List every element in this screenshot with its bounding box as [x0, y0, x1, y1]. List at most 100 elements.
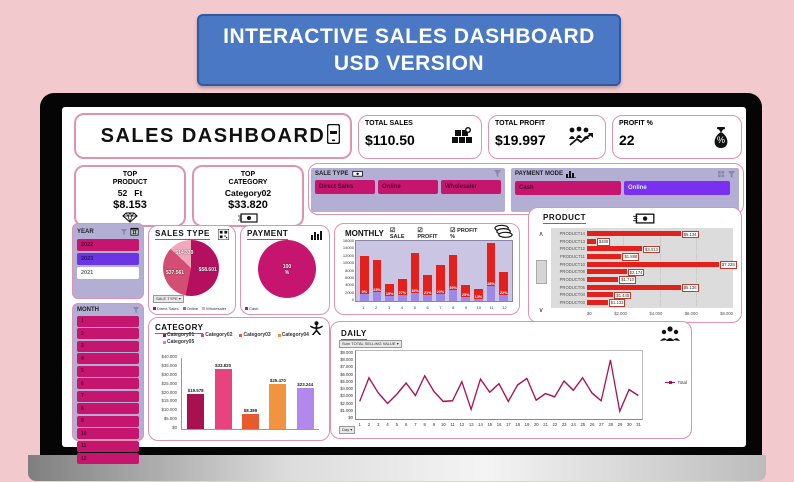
profit-bar: [398, 294, 407, 301]
daily-field-button[interactable]: Sum TOTAL SELLING VALUE: [339, 340, 402, 348]
x-axis-tick-label: 4: [400, 305, 404, 310]
kpi-profit-pct-label: PROFIT %: [619, 120, 653, 127]
x-axis-tick-label: 25: [580, 422, 586, 427]
team-growth-icon: [569, 126, 593, 146]
y-axis-tick-label: $4.000: [340, 386, 353, 392]
slicer-button[interactable]: 2023: [77, 253, 139, 265]
slicer-button[interactable]: Online: [378, 180, 438, 194]
slicer-button[interactable]: 2021: [77, 267, 139, 279]
money-bag-icon: %: [714, 127, 728, 148]
slicer-button[interactable]: 11: [77, 440, 139, 452]
daily-legend-label: Total: [677, 380, 687, 385]
category-value-label: $23.244: [297, 381, 314, 387]
x-axis-tick-label: 6: [426, 305, 429, 310]
multi-select-icon[interactable]: [718, 170, 725, 178]
scroll-up-icon[interactable]: ∧: [538, 231, 544, 238]
banknote-icon: [352, 170, 364, 177]
slicer-button[interactable]: 6: [77, 378, 139, 389]
legend-label: Category05: [167, 339, 195, 345]
legend-item: Category02: [201, 332, 232, 338]
legend-dot-icon: [153, 307, 156, 310]
product-value-label: $1.445: [614, 291, 632, 300]
product-scrollbar[interactable]: ∧ ∨: [535, 230, 547, 314]
kpi-profit-pct: PROFIT % 22 %: [612, 115, 742, 159]
profit-bar: [410, 293, 420, 301]
kpi-profit-pct-value: 22: [619, 132, 635, 148]
x-axis-tick-label: 4: [386, 422, 389, 427]
product-plot-area: PRODUCT14 $5.134 PRODUCT13 $488 PRODUCT12 $3.…: [551, 228, 737, 308]
profit-pct-label: 29%: [449, 285, 457, 290]
slicer-button[interactable]: Wholesaler: [441, 180, 501, 194]
series-checkbox[interactable]: ☑ SALE: [390, 227, 411, 240]
sale-bar: [448, 254, 458, 301]
profit-pct-label: 22%: [499, 291, 508, 296]
payment-chart-card: PAYMENT 100 % Cash: [240, 225, 330, 315]
slicer-button[interactable]: 2: [77, 328, 139, 339]
slicer-button[interactable]: 7: [77, 390, 139, 402]
product-chart-title: PRODUCT: [543, 212, 587, 224]
profit-pct-label: 23%: [373, 288, 381, 293]
monthly-chart-title: MONTHLY: [345, 229, 384, 238]
x-axis-tick-label: 7: [439, 305, 442, 310]
sale-bar: [499, 271, 509, 301]
product-row: PRODUCT05 $5.136: [551, 283, 733, 292]
sale-bar: [410, 252, 420, 301]
sale-bar: [486, 242, 496, 301]
sale-bar: [385, 283, 395, 301]
slicer-button[interactable]: 5: [77, 365, 139, 377]
series-checkbox[interactable]: ☑ PROFIT %: [450, 227, 482, 240]
product-row: PRODUCT12 $3.013: [551, 245, 733, 254]
y-axis-tick-label: $5.000: [340, 378, 353, 384]
slicer-button[interactable]: 1: [77, 315, 139, 327]
clear-filter-icon[interactable]: [728, 170, 735, 178]
profit-bar: [499, 295, 509, 301]
category-bar: [241, 414, 259, 429]
payment-legend: Cash: [245, 306, 327, 311]
x-axis-tick-label: 30: [626, 422, 632, 427]
slicer-button[interactable]: 4: [77, 353, 139, 364]
clear-filter-icon[interactable]: [494, 170, 501, 177]
slicer-button[interactable]: 9: [77, 415, 139, 427]
kpi-total-profit-value: $19.997: [495, 132, 546, 148]
people-group-icon: [660, 326, 680, 341]
slicer-button[interactable]: Direct Sales: [315, 180, 375, 194]
y-axis-tick-label: 12000: [342, 252, 354, 258]
calendar-icon: [130, 227, 139, 236]
sale-type-field-button[interactable]: SALE TYPE: [153, 295, 184, 303]
y-axis-tick-label: $40.000: [161, 354, 177, 359]
slicer-button[interactable]: Online: [624, 181, 730, 195]
legend-item: Category05: [163, 339, 194, 345]
daily-axis-field-button[interactable]: Day: [339, 426, 356, 434]
product-value-label: $2.174: [627, 268, 645, 277]
legend-item: Category03: [239, 332, 271, 338]
slicer-button[interactable]: 10: [77, 428, 139, 439]
y-axis-tick-label: $10.000: [161, 407, 177, 413]
scroll-down-icon[interactable]: ∨: [538, 307, 544, 314]
product-name-label: PRODUCT11: [559, 253, 585, 259]
filter-icon[interactable]: [121, 228, 127, 235]
x-axis-tick-label: $4.000: [649, 311, 663, 316]
slicer-button[interactable]: 12: [77, 453, 139, 464]
checkbox-checked-icon[interactable]: ☑: [417, 228, 423, 234]
filter-icon[interactable]: [133, 307, 139, 313]
kpi-total-sales: TOTAL SALES $110.50: [358, 115, 482, 159]
x-axis-tick-label: 5: [395, 422, 398, 427]
x-axis-tick-label: 28: [608, 422, 613, 427]
legend-label: Wholesaler: [206, 306, 227, 311]
monthly-bar-group: 9%: [359, 241, 370, 301]
category-bar-group: $23.244: [296, 358, 314, 429]
y-axis-tick-label: 6000: [345, 274, 354, 280]
product-bar-zone: $5.134: [587, 230, 733, 238]
series-checkbox[interactable]: ☑ PROFIT: [417, 227, 443, 240]
slicer-button[interactable]: 8: [77, 403, 139, 414]
checkbox-checked-icon[interactable]: ☑: [450, 228, 458, 234]
slicer-button[interactable]: Cash: [515, 181, 621, 195]
slicer-button[interactable]: 3: [77, 340, 139, 352]
product-bar: [587, 284, 681, 290]
product-bar-zone: $1.888: [587, 252, 733, 261]
slicer-button[interactable]: 2022: [77, 239, 139, 251]
checkbox-checked-icon[interactable]: ☑: [389, 228, 396, 234]
legend-line-icon: [665, 381, 676, 384]
scroll-thumb[interactable]: [535, 260, 547, 284]
monthly-bar-group: 20%: [435, 241, 446, 301]
